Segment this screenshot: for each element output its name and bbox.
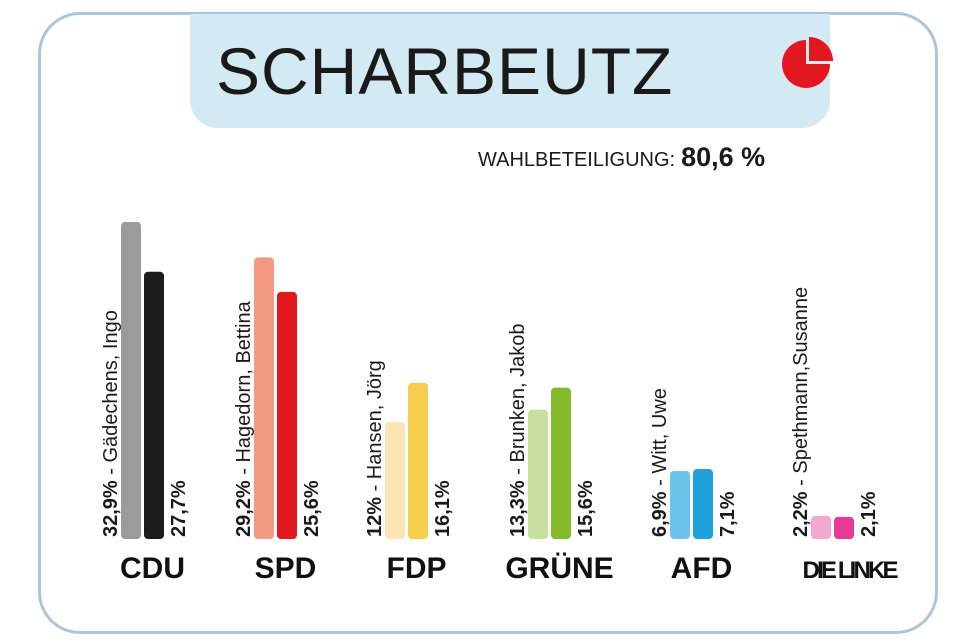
party-result-label: 16,1% bbox=[432, 480, 454, 537]
candidate-label: 2,2% - Spethmann,Susanne bbox=[790, 287, 812, 537]
turnout-value: 80,6 % bbox=[681, 142, 766, 172]
bar-party bbox=[144, 271, 164, 539]
party-name: AFD bbox=[671, 552, 733, 585]
title-banner bbox=[190, 14, 830, 128]
bar-candidate bbox=[254, 257, 274, 539]
bar-candidate bbox=[385, 422, 405, 539]
candidate-label: 13,3% - Brunken, Jakob bbox=[507, 324, 529, 537]
page-title: SCHARBEUTZ bbox=[216, 34, 674, 108]
party-result-label: 27,7% bbox=[168, 480, 190, 537]
bar-candidate bbox=[670, 470, 690, 539]
party-name: SPD bbox=[255, 552, 317, 585]
party-name: DIE LINKE bbox=[803, 557, 899, 584]
party-name: GRÜNE bbox=[505, 552, 613, 585]
bar-party bbox=[277, 291, 297, 539]
party-result-label: 15,6% bbox=[575, 480, 597, 537]
pie-chart-icon bbox=[782, 37, 833, 88]
bar-party bbox=[834, 516, 854, 539]
party-result-label: 2,1% bbox=[858, 491, 880, 537]
party-name: FDP bbox=[387, 552, 447, 585]
candidate-label: 32,9% - Gädechens, Ingo bbox=[100, 310, 122, 537]
party-result-label: 7,1% bbox=[717, 491, 739, 537]
bar-party bbox=[693, 469, 713, 539]
candidate-label: 6,9% - Witt, Uwe bbox=[649, 388, 671, 537]
bar-candidate bbox=[811, 515, 831, 539]
bar-party bbox=[408, 382, 428, 539]
candidate-label: 29,2% - Hagedorn, Bettina bbox=[233, 300, 255, 537]
turnout: WAHLBETEILIGUNG: 80,6 % bbox=[478, 142, 765, 173]
bar-candidate bbox=[528, 409, 548, 539]
bar-candidate bbox=[121, 222, 141, 539]
candidate-label: 12% - Hansen, Jörg bbox=[364, 360, 386, 537]
turnout-label: WAHLBETEILIGUNG: bbox=[478, 149, 676, 171]
bar-party bbox=[551, 387, 571, 539]
party-result-label: 25,6% bbox=[301, 480, 323, 537]
party-name: CDU bbox=[120, 552, 185, 585]
